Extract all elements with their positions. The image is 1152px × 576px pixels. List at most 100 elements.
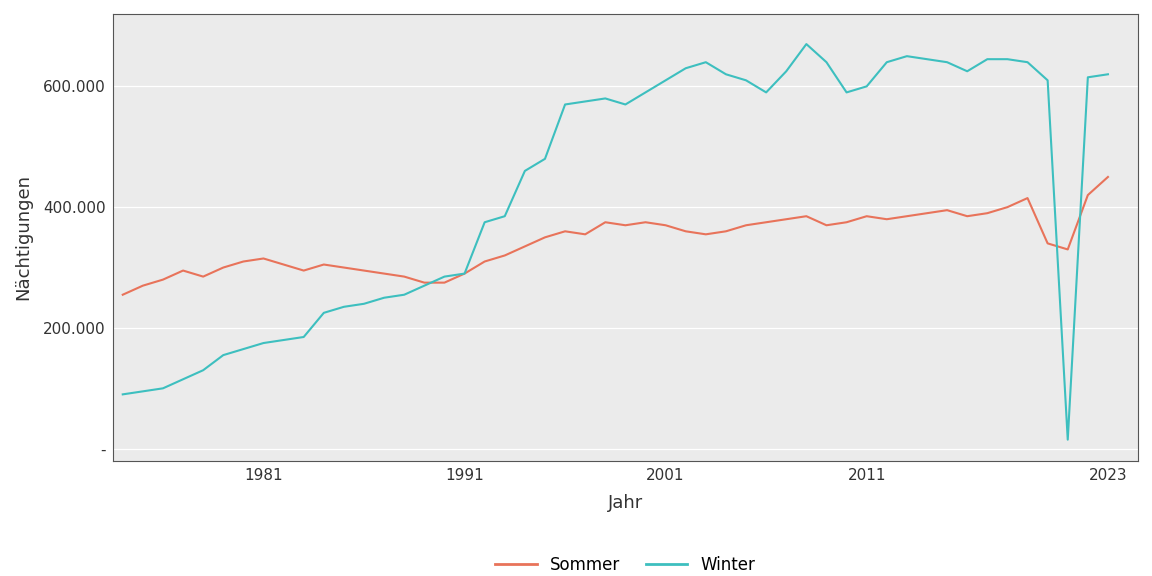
- Winter: [1101, 71, 1115, 78]
- Winter: [719, 71, 733, 78]
- Winter: [759, 89, 773, 96]
- Sommer: [1040, 240, 1054, 247]
- Winter: [196, 367, 210, 374]
- Sommer: [859, 213, 873, 219]
- Winter: [578, 98, 592, 105]
- Winter: [900, 53, 914, 60]
- Winter: [1040, 77, 1054, 84]
- Sommer: [780, 216, 794, 223]
- Winter: [961, 68, 975, 75]
- Winter: [276, 336, 290, 343]
- Sommer: [699, 231, 713, 238]
- Winter: [217, 352, 230, 359]
- Sommer: [438, 279, 452, 286]
- Line: Sommer: Sommer: [123, 177, 1108, 295]
- Sommer: [257, 255, 271, 262]
- Sommer: [980, 210, 994, 217]
- Sommer: [338, 264, 351, 271]
- Sommer: [518, 243, 532, 250]
- Winter: [598, 95, 612, 102]
- Winter: [357, 300, 371, 307]
- Sommer: [176, 267, 190, 274]
- Legend: Sommer, Winter: Sommer, Winter: [488, 550, 763, 576]
- Winter: [397, 291, 411, 298]
- Winter: [116, 391, 130, 398]
- Line: Winter: Winter: [123, 44, 1108, 439]
- Sommer: [1081, 192, 1094, 199]
- Sommer: [317, 261, 331, 268]
- Sommer: [196, 273, 210, 280]
- Winter: [518, 168, 532, 175]
- Sommer: [297, 267, 311, 274]
- Winter: [478, 219, 492, 226]
- Sommer: [799, 213, 813, 219]
- Winter: [438, 273, 452, 280]
- Winter: [619, 101, 632, 108]
- Winter: [699, 59, 713, 66]
- Winter: [136, 388, 150, 395]
- X-axis label: Jahr: Jahr: [608, 494, 643, 512]
- Sommer: [377, 270, 391, 277]
- Winter: [799, 41, 813, 48]
- Winter: [840, 89, 854, 96]
- Winter: [880, 59, 894, 66]
- Sommer: [638, 219, 652, 226]
- Winter: [859, 83, 873, 90]
- Sommer: [276, 261, 290, 268]
- Winter: [659, 77, 673, 84]
- Winter: [156, 385, 169, 392]
- Sommer: [136, 282, 150, 289]
- Sommer: [619, 222, 632, 229]
- Sommer: [598, 219, 612, 226]
- Sommer: [679, 228, 692, 235]
- Winter: [1021, 59, 1034, 66]
- Sommer: [1000, 204, 1014, 211]
- Sommer: [217, 264, 230, 271]
- Sommer: [397, 273, 411, 280]
- Winter: [176, 376, 190, 382]
- Winter: [819, 59, 833, 66]
- Sommer: [940, 207, 954, 214]
- Winter: [377, 294, 391, 301]
- Sommer: [740, 222, 753, 229]
- Y-axis label: Nächtigungen: Nächtigungen: [14, 175, 32, 300]
- Sommer: [538, 234, 552, 241]
- Sommer: [840, 219, 854, 226]
- Winter: [638, 89, 652, 96]
- Winter: [257, 340, 271, 347]
- Winter: [920, 56, 934, 63]
- Sommer: [357, 267, 371, 274]
- Sommer: [819, 222, 833, 229]
- Sommer: [417, 279, 431, 286]
- Sommer: [498, 252, 511, 259]
- Sommer: [559, 228, 573, 235]
- Sommer: [719, 228, 733, 235]
- Winter: [940, 59, 954, 66]
- Winter: [317, 309, 331, 316]
- Sommer: [920, 210, 934, 217]
- Winter: [457, 270, 471, 277]
- Winter: [338, 304, 351, 310]
- Winter: [559, 101, 573, 108]
- Sommer: [236, 258, 250, 265]
- Sommer: [116, 291, 130, 298]
- Winter: [1000, 56, 1014, 63]
- Winter: [538, 156, 552, 162]
- Sommer: [1021, 195, 1034, 202]
- Sommer: [1061, 246, 1075, 253]
- Winter: [498, 213, 511, 219]
- Winter: [1061, 436, 1075, 443]
- Winter: [1081, 74, 1094, 81]
- Sommer: [457, 270, 471, 277]
- Sommer: [1101, 173, 1115, 180]
- Sommer: [759, 219, 773, 226]
- Winter: [780, 68, 794, 75]
- Winter: [417, 282, 431, 289]
- Winter: [740, 77, 753, 84]
- Winter: [236, 346, 250, 353]
- Sommer: [478, 258, 492, 265]
- Winter: [297, 334, 311, 340]
- Winter: [980, 56, 994, 63]
- Sommer: [578, 231, 592, 238]
- Sommer: [900, 213, 914, 219]
